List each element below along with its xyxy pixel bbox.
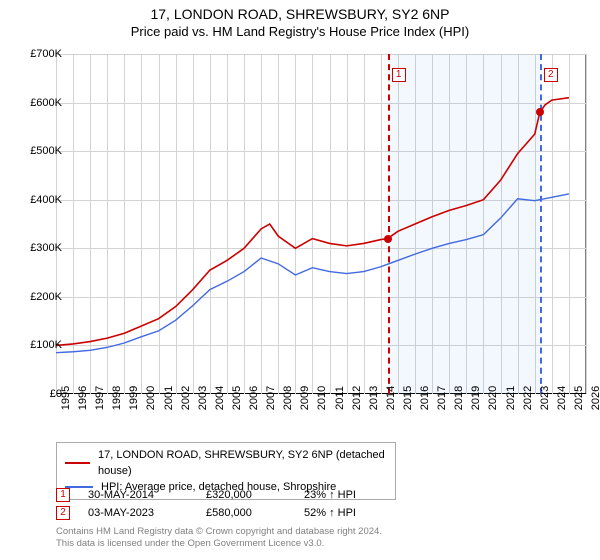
footer-line: This data is licensed under the Open Gov… [56, 538, 576, 550]
legend-swatch [65, 462, 90, 464]
x-tick-label: 2026 [590, 386, 600, 410]
chart-lines-svg [56, 54, 586, 394]
x-tick-label: 2005 [231, 386, 243, 410]
sales-table: 1 30-MAY-2014 £320,000 23% ↑ HPI 2 03-MA… [56, 486, 576, 522]
sale-badge: 2 [56, 506, 70, 520]
x-tick-label: 2006 [248, 386, 260, 410]
x-tick-label: 2025 [573, 386, 585, 410]
x-tick-label: 1997 [94, 386, 106, 410]
x-tick-label: 2002 [180, 386, 192, 410]
chart-plot-area: 12 [56, 54, 586, 394]
grid-line-v [586, 54, 587, 394]
x-tick-label: 2020 [487, 386, 499, 410]
x-tick-label: 2017 [436, 386, 448, 410]
sale-date: 03-MAY-2023 [88, 504, 188, 522]
x-tick-label: 2009 [299, 386, 311, 410]
x-tick-label: 2003 [197, 386, 209, 410]
x-tick-label: 2018 [453, 386, 465, 410]
x-tick-label: 2023 [539, 386, 551, 410]
x-tick-label: 2000 [145, 386, 157, 410]
sale-row: 1 30-MAY-2014 £320,000 23% ↑ HPI [56, 486, 576, 504]
marker-label: 2 [544, 68, 558, 82]
sale-price: £580,000 [206, 504, 286, 522]
x-tick-label: 1998 [111, 386, 123, 410]
x-tick-label: 2019 [470, 386, 482, 410]
x-tick-label: 2015 [402, 386, 414, 410]
x-tick-label: 2021 [505, 386, 517, 410]
sale-pct: 23% ↑ HPI [304, 486, 404, 504]
y-tick-label: £600K [30, 97, 62, 109]
x-tick-label: 2008 [282, 386, 294, 410]
sale-row: 2 03-MAY-2023 £580,000 52% ↑ HPI [56, 504, 576, 522]
chart-title: 17, LONDON ROAD, SHREWSBURY, SY2 6NP [0, 6, 600, 22]
y-tick-label: £200K [30, 291, 62, 303]
y-tick-label: £300K [30, 242, 62, 254]
series-address [56, 98, 569, 346]
x-tick-label: 2004 [214, 386, 226, 410]
x-tick-label: 1995 [60, 386, 72, 410]
sale-point [536, 108, 544, 116]
x-tick-label: 2012 [351, 386, 363, 410]
y-tick-label: £500K [30, 145, 62, 157]
y-tick-label: £400K [30, 194, 62, 206]
sale-pct: 52% ↑ HPI [304, 504, 404, 522]
x-tick-label: 2010 [316, 386, 328, 410]
x-tick-label: 2014 [385, 386, 397, 410]
sale-date: 30-MAY-2014 [88, 486, 188, 504]
chart-subtitle: Price paid vs. HM Land Registry's House … [0, 24, 600, 39]
x-tick-label: 2016 [419, 386, 431, 410]
y-tick-label: £700K [30, 48, 62, 60]
x-tick-label: 2007 [265, 386, 277, 410]
legend-label: 17, LONDON ROAD, SHREWSBURY, SY2 6NP (de… [98, 447, 387, 479]
marker-label: 1 [392, 68, 406, 82]
sale-point [384, 235, 392, 243]
chart-container: 17, LONDON ROAD, SHREWSBURY, SY2 6NP Pri… [0, 0, 600, 560]
titles: 17, LONDON ROAD, SHREWSBURY, SY2 6NP Pri… [0, 0, 600, 39]
footer: Contains HM Land Registry data © Crown c… [56, 526, 576, 550]
x-tick-label: 1999 [128, 386, 140, 410]
legend-item: 17, LONDON ROAD, SHREWSBURY, SY2 6NP (de… [65, 447, 387, 479]
y-tick-label: £100K [30, 339, 62, 351]
x-tick-label: 2022 [522, 386, 534, 410]
x-tick-label: 2011 [334, 386, 346, 410]
sale-price: £320,000 [206, 486, 286, 504]
sale-badge: 1 [56, 488, 70, 502]
footer-line: Contains HM Land Registry data © Crown c… [56, 526, 576, 538]
x-tick-label: 2013 [368, 386, 380, 410]
x-tick-label: 2001 [163, 386, 175, 410]
x-tick-label: 1996 [77, 386, 89, 410]
x-tick-label: 2024 [556, 386, 568, 410]
